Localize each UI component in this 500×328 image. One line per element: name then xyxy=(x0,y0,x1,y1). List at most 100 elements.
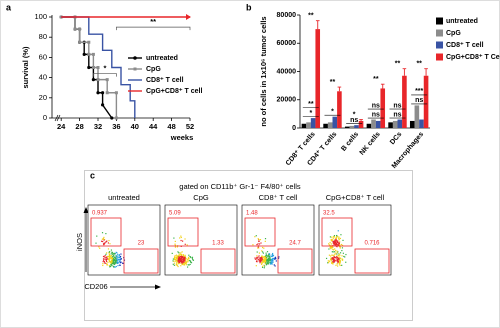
gate-upper-left xyxy=(90,217,122,247)
event-dot xyxy=(330,238,332,241)
legend-label: CpG xyxy=(146,66,161,73)
event-dot xyxy=(337,244,340,246)
event-dot xyxy=(121,262,124,264)
event-dot xyxy=(262,265,264,267)
x-tick-label: NK cells xyxy=(359,131,382,157)
event-dot xyxy=(105,260,107,262)
event-dot xyxy=(336,240,338,242)
significance-mark: ** xyxy=(416,61,422,68)
significance-mark: * xyxy=(103,63,106,72)
event-dot xyxy=(256,251,258,253)
y-tick-label: 0 xyxy=(292,125,296,132)
event-dot xyxy=(338,238,340,240)
event-dot xyxy=(259,261,261,263)
event-dot xyxy=(336,251,338,254)
event-dot xyxy=(267,257,270,260)
point xyxy=(73,27,77,31)
significance-mark: * xyxy=(353,111,356,118)
panel-c-frame xyxy=(84,170,413,321)
event-dot xyxy=(118,256,121,258)
event-dot xyxy=(260,263,263,265)
event-dot xyxy=(339,252,342,254)
event-dot xyxy=(258,240,260,242)
event-dot xyxy=(105,262,107,264)
event-dot xyxy=(261,260,263,262)
event-dot xyxy=(330,246,332,248)
event-dot xyxy=(257,256,259,258)
event-dot xyxy=(333,260,335,262)
event-dot xyxy=(182,262,184,265)
gate-value: 23 xyxy=(138,241,145,247)
event-dot xyxy=(108,257,111,259)
event-dot xyxy=(252,244,254,246)
event-dot xyxy=(176,262,178,264)
bar xyxy=(349,125,355,128)
event-dot xyxy=(185,264,187,266)
event-dot xyxy=(333,257,335,259)
event-dot xyxy=(174,255,176,257)
event-dot xyxy=(180,254,183,256)
event-dot xyxy=(254,257,256,259)
event-dot xyxy=(337,265,339,267)
event-dot xyxy=(189,263,191,266)
event-dot xyxy=(103,238,106,241)
event-dot xyxy=(332,239,334,241)
event-dot xyxy=(329,247,331,249)
axis-break xyxy=(54,114,61,122)
event-dot xyxy=(180,255,182,257)
significance-mark: ** xyxy=(395,61,401,68)
bar xyxy=(392,120,398,128)
event-dot xyxy=(269,259,271,261)
event-dot xyxy=(259,257,261,259)
event-dot xyxy=(254,258,257,260)
event-dot xyxy=(331,236,333,238)
event-dot xyxy=(177,255,179,257)
event-dot xyxy=(180,257,182,259)
y-tick-label: 0 xyxy=(43,113,47,122)
y-tick-label: 80 xyxy=(39,32,47,41)
bar xyxy=(414,105,420,128)
event-dot xyxy=(266,261,268,263)
event-dot xyxy=(178,256,180,258)
event-dot xyxy=(330,257,332,259)
event-dot xyxy=(268,258,270,260)
error-bar xyxy=(402,68,407,76)
flow-plot-title: untreated xyxy=(108,193,140,202)
significance-mark: ** xyxy=(330,79,336,86)
event-dot xyxy=(328,260,330,262)
event-dot xyxy=(176,259,178,262)
y-axis-title: survival (%) xyxy=(21,46,30,89)
event-dot xyxy=(111,262,113,264)
event-dot xyxy=(272,255,274,257)
event-dot xyxy=(341,250,343,252)
event-dot xyxy=(267,261,269,263)
event-dot xyxy=(256,243,258,246)
bar xyxy=(358,120,364,128)
flow-plot-title: CpG+CD8⁺ T cell xyxy=(326,193,385,202)
event-dot xyxy=(262,259,265,261)
event-dot xyxy=(333,261,335,263)
event-dot xyxy=(263,265,266,267)
event-dot xyxy=(187,259,189,261)
bar xyxy=(423,75,429,128)
x-tick-label-group: NK cells xyxy=(359,131,382,157)
event-dot xyxy=(335,264,337,266)
event-dot xyxy=(265,262,267,264)
event-dot xyxy=(110,256,112,259)
event-dot xyxy=(174,243,176,245)
bar xyxy=(306,122,311,128)
event-dot xyxy=(269,256,271,259)
significance-mark: ns xyxy=(350,117,358,124)
event-dot xyxy=(258,252,261,254)
event-dot xyxy=(111,258,114,260)
event-dot xyxy=(182,260,184,263)
event-dot xyxy=(332,248,334,251)
significance-mark: ns xyxy=(415,97,423,104)
event-dot xyxy=(189,256,192,258)
event-dot xyxy=(266,251,269,253)
event-dot xyxy=(188,254,190,256)
event-dot xyxy=(334,242,336,244)
event-dot xyxy=(188,264,190,266)
bar xyxy=(315,29,321,128)
event-dot xyxy=(271,255,273,258)
